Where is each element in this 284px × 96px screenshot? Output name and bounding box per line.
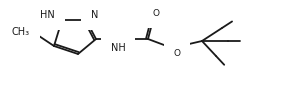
Text: O: O: [153, 10, 160, 19]
Text: CH₃: CH₃: [12, 27, 30, 37]
Text: HN: HN: [40, 10, 55, 20]
Text: N: N: [91, 10, 98, 20]
Text: O: O: [174, 48, 181, 58]
Text: NH: NH: [111, 43, 125, 53]
